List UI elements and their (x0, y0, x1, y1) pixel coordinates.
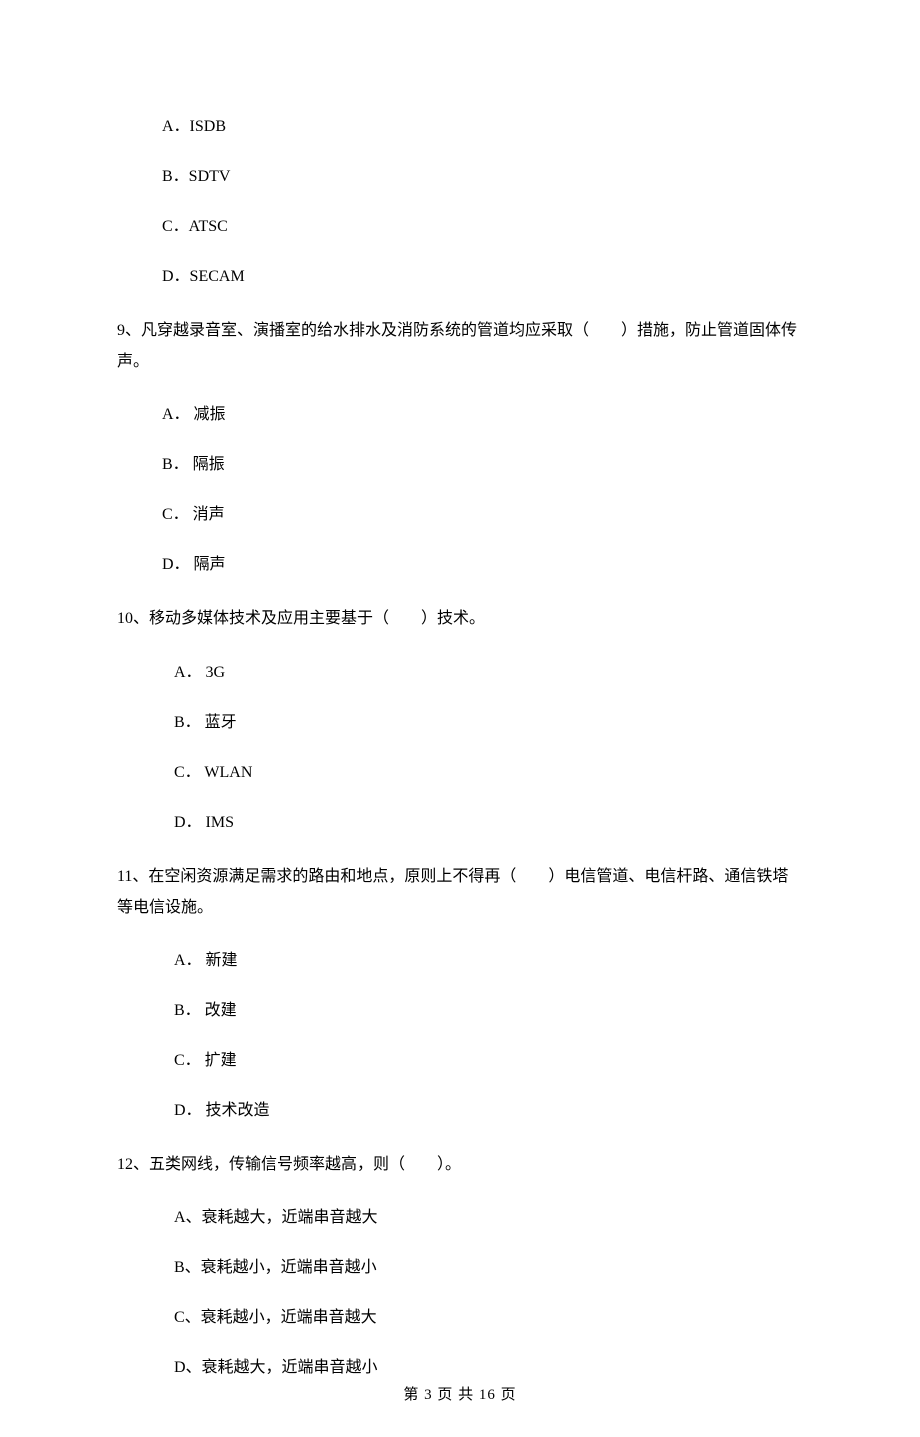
q9-text: 9、凡穿越录音室、演播室的给水排水及消防系统的管道均应采取（ ）措施，防止管道固… (0, 315, 920, 377)
q9-option-d: D． 隔声 (0, 553, 920, 577)
q12-option-c: C、衰耗越小，近端串音越大 (0, 1306, 920, 1330)
q10-option-d: D． IMS (0, 811, 920, 835)
q8-option-c: C．ATSC (0, 215, 920, 239)
page-footer: 第 3 页 共 16 页 (0, 1384, 920, 1407)
q12-option-a: A、衰耗越大，近端串音越大 (0, 1206, 920, 1230)
q8-option-d: D．SECAM (0, 265, 920, 289)
q8-option-a: A．ISDB (0, 115, 920, 139)
q11-option-d: D． 技术改造 (0, 1099, 920, 1123)
q11-option-b: B． 改建 (0, 999, 920, 1023)
q9-option-b: B． 隔振 (0, 453, 920, 477)
q9-option-c: C． 消声 (0, 503, 920, 527)
q9-option-a: A． 减振 (0, 403, 920, 427)
q10-text: 10、移动多媒体技术及应用主要基于（ ）技术。 (0, 603, 920, 634)
q12-text: 12、五类网线，传输信号频率越高，则（ ）。 (0, 1149, 920, 1180)
q10-option-a: A． 3G (0, 661, 920, 685)
q8-option-b: B．SDTV (0, 165, 920, 189)
q12-option-b: B、衰耗越小，近端串音越小 (0, 1256, 920, 1280)
q12-option-d: D、衰耗越大，近端串音越小 (0, 1356, 920, 1380)
q11-option-a: A． 新建 (0, 949, 920, 973)
q11-option-c: C． 扩建 (0, 1049, 920, 1073)
q10-option-b: B． 蓝牙 (0, 711, 920, 735)
q10-option-c: C． WLAN (0, 761, 920, 785)
q11-text: 11、在空闲资源满足需求的路由和地点，原则上不得再（ ）电信管道、电信杆路、通信… (0, 861, 920, 923)
